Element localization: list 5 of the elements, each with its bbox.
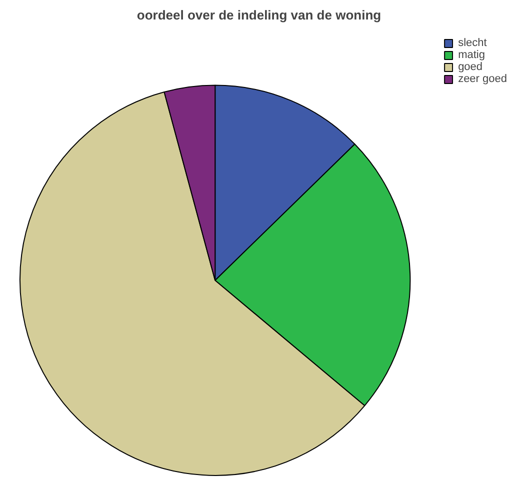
legend-label: slecht [458,37,487,49]
chart-title: oordeel over de indeling van de woning [136,8,382,22]
legend-label: goed [458,61,483,73]
legend-label: zeer goed [458,73,507,85]
legend-label: matig [458,49,485,61]
